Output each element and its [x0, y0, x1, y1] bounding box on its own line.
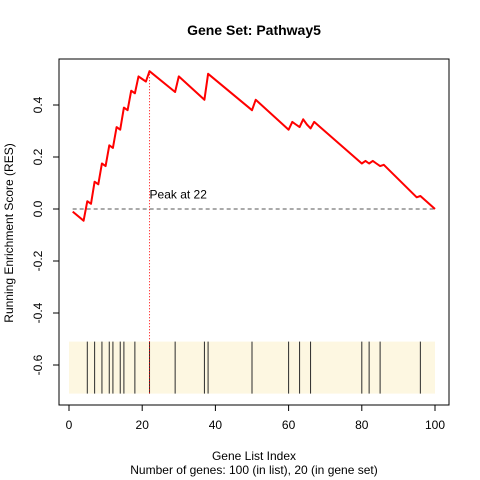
y-tick-label: 0.4	[31, 96, 45, 113]
x-tick-label: 100	[425, 418, 445, 432]
x-tick-label: 0	[66, 418, 73, 432]
x-axis-label: Gene List Index	[212, 449, 296, 463]
y-tick-label: -0.4	[31, 302, 45, 323]
plot-area: Peak at 22 0 20 40 60 80 100 -0.6 -0.4 -0.2 0.0 0.2…	[31, 58, 450, 432]
y-tick-label: 0.2	[31, 148, 45, 165]
y-tick-label: -0.6	[31, 354, 45, 375]
chart-subtitle: Number of genes: 100 (in list), 20 (in g…	[130, 463, 377, 477]
y-tick-label: 0.0	[31, 200, 45, 217]
chart-title: Gene Set: Pathway5	[187, 22, 321, 38]
x-tick-label: 20	[136, 418, 150, 432]
y-tick-label: -0.2	[31, 250, 45, 271]
peak-label: Peak at 22	[150, 188, 208, 202]
x-tick-label: 60	[282, 418, 296, 432]
y-axis-label: Running Enrichment Score (RES)	[2, 143, 16, 322]
x-tick-label: 80	[355, 418, 369, 432]
x-tick-label: 40	[209, 418, 223, 432]
series-line	[72, 70, 436, 222]
